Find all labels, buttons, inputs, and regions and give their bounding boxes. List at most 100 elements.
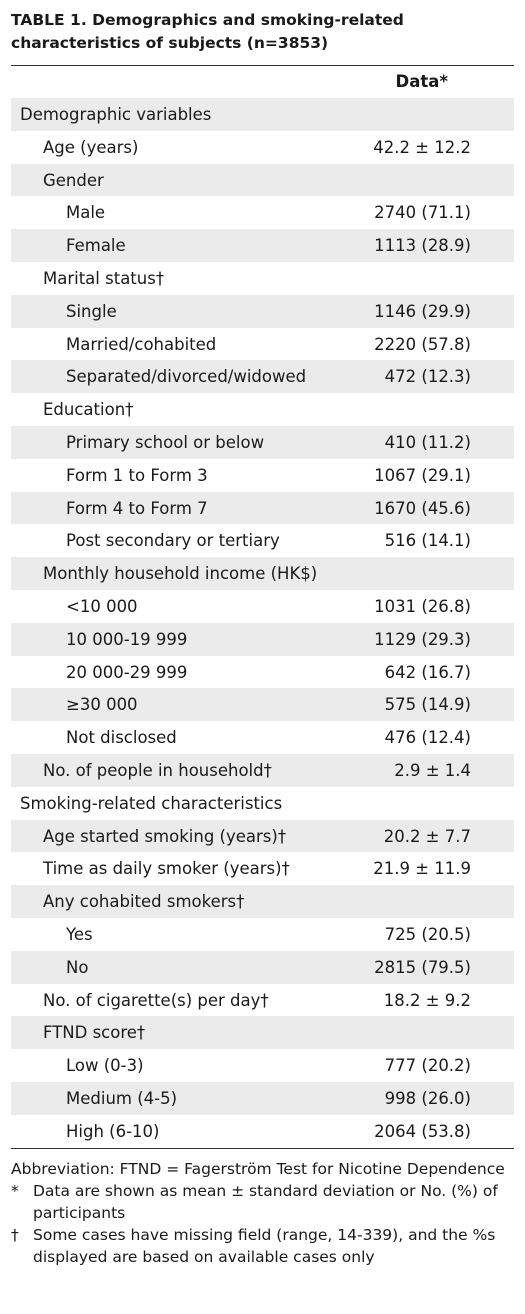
table-row: <10 000 1031 (26.8) [11, 590, 514, 623]
row-label: Marital status† [43, 268, 165, 288]
row-label: <10 000 [66, 596, 138, 616]
table-header: Data* [11, 65, 514, 100]
table-row: Not disclosed 476 (12.4) [11, 721, 514, 754]
row-value: 2.9 ± 1.4 [394, 760, 471, 780]
row-value: 777 (20.2) [384, 1056, 471, 1076]
row-value: 2220 (57.8) [374, 334, 471, 354]
table-title: TABLE 1. Demographics and smoking-relate… [11, 11, 404, 52]
row-value: 472 (12.3) [384, 367, 471, 387]
table-row: Post secondary or tertiary 516 (14.1) [11, 524, 514, 557]
table-row: Gender [11, 163, 514, 197]
row-label: Single [66, 301, 117, 321]
table-row: Any cohabited smokers† [11, 885, 514, 918]
table-row: Yes 725 (20.5) [11, 918, 514, 951]
table-row: Medium (4-5) 998 (26.0) [11, 1081, 514, 1115]
row-label: FTND score† [43, 1023, 146, 1043]
row-value: 575 (14.9) [384, 695, 471, 715]
table-row: Time as daily smoker (years)† 21.9 ± 11.9 [11, 852, 514, 885]
row-label: Yes [66, 924, 93, 944]
table-row: No 2815 (79.5) [11, 950, 514, 984]
row-label: No [66, 957, 89, 977]
table-row: No. of people in household† 2.9 ± 1.4 [11, 753, 514, 787]
table-row: Smoking-related characteristics [11, 787, 514, 820]
row-label: Primary school or below [66, 432, 265, 452]
table-row: Low (0-3) 777 (20.2) [11, 1049, 514, 1082]
row-label: 10 000-19 999 [66, 629, 188, 649]
footnote: Abbreviation: FTND = Fagerström Test for… [11, 1160, 505, 1178]
row-value: 1129 (29.3) [374, 629, 471, 649]
row-label: Any cohabited smokers† [43, 892, 245, 912]
row-value: 476 (12.4) [384, 728, 471, 748]
table-row: Single 1146 (29.9) [11, 294, 514, 328]
row-label: Form 4 to Form 7 [66, 498, 208, 518]
row-label: Not disclosed [66, 728, 177, 748]
footnote: † Some cases have missing field (range, 1… [11, 1224, 511, 1268]
table-row: High (6-10) 2064 (53.8) [11, 1115, 514, 1148]
row-label: Low (0-3) [66, 1056, 144, 1076]
row-label: Age started smoking (years)† [43, 826, 287, 846]
row-label: Female [66, 236, 126, 256]
row-value: 1067 (29.1) [374, 465, 471, 485]
footnote-mark: † [11, 1226, 19, 1244]
table-row: Demographic variables [11, 98, 514, 131]
table-row: Form 1 to Form 3 1067 (29.1) [11, 459, 514, 492]
row-label: Age (years) [43, 137, 139, 157]
row-label: Male [66, 203, 106, 223]
row-value: 1031 (26.8) [374, 596, 471, 616]
row-label: Time as daily smoker (years)† [43, 859, 290, 879]
footnote-text: Some cases have missing field (range, 14… [33, 1226, 496, 1266]
table-body: Demographic variables Age (years) 42.2 ± 1… [11, 98, 514, 1149]
row-value: 2740 (71.1) [374, 203, 471, 223]
table-row: Primary school or below 410 (11.2) [11, 425, 514, 459]
row-value: 1146 (29.9) [374, 301, 471, 321]
row-label: 20 000-29 999 [66, 662, 188, 682]
table-row: FTND score† [11, 1016, 514, 1050]
footnotes: Abbreviation: FTND = Fagerström Test for… [11, 1158, 511, 1268]
table-row: Married/cohabited 2220 (57.8) [11, 328, 514, 361]
table-row: Monthly household income (HK$) [11, 557, 514, 590]
row-value: 998 (26.0) [384, 1088, 471, 1108]
row-value: 42.2 ± 12.2 [373, 137, 471, 157]
table-row: Male 2740 (71.1) [11, 196, 514, 229]
table-row: 10 000-19 999 1129 (29.3) [11, 622, 514, 656]
table-row: Female 1113 (28.9) [11, 229, 514, 262]
column-header: Data* [395, 72, 448, 91]
table-row: Marital status† [11, 262, 514, 295]
row-label: Post secondary or tertiary [66, 531, 280, 551]
row-value: 1670 (45.6) [374, 498, 471, 518]
table-row: ≥30 000 575 (14.9) [11, 688, 514, 722]
row-label: Form 1 to Form 3 [66, 465, 208, 485]
row-value: 516 (14.1) [384, 531, 471, 551]
row-label: Separated/divorced/widowed [66, 367, 307, 387]
row-value: 21.9 ± 11.9 [373, 859, 471, 879]
row-label: Smoking-related characteristics [20, 793, 283, 813]
row-value: 725 (20.5) [384, 924, 471, 944]
row-label: Married/cohabited [66, 334, 217, 354]
table-row: Form 4 to Form 7 1670 (45.6) [11, 491, 514, 525]
row-value: 2064 (53.8) [374, 1121, 471, 1141]
footnote-text: Data are shown as mean ± standard deviat… [33, 1182, 498, 1222]
row-value: 642 (16.7) [384, 662, 471, 682]
row-value: 20.2 ± 7.7 [383, 826, 471, 846]
footnote-mark: * [11, 1182, 19, 1200]
row-label: No. of cigarette(s) per day† [43, 990, 269, 1010]
row-value: 18.2 ± 9.2 [383, 990, 471, 1010]
row-label: ≥30 000 [66, 695, 138, 715]
row-value: 2815 (79.5) [374, 957, 471, 977]
row-label: Medium (4-5) [66, 1088, 178, 1108]
row-label: High (6-10) [66, 1121, 160, 1141]
row-label: Monthly household income (HK$) [43, 564, 318, 584]
table-row: No. of cigarette(s) per day† 18.2 ± 9.2 [11, 984, 514, 1017]
table-row: Separated/divorced/widowed 472 (12.3) [11, 360, 514, 394]
row-value: 1113 (28.9) [374, 236, 471, 256]
row-label: Demographic variables [20, 105, 212, 124]
row-value: 410 (11.2) [384, 432, 471, 452]
row-label: No. of people in household† [43, 760, 272, 780]
table-row: Education† [11, 393, 514, 426]
table-row: Age (years) 42.2 ± 12.2 [11, 131, 514, 164]
footnote: * Data are shown as mean ± standard devia… [11, 1180, 511, 1224]
table-row: 20 000-29 999 642 (16.7) [11, 656, 514, 689]
row-label: Education† [43, 400, 134, 420]
